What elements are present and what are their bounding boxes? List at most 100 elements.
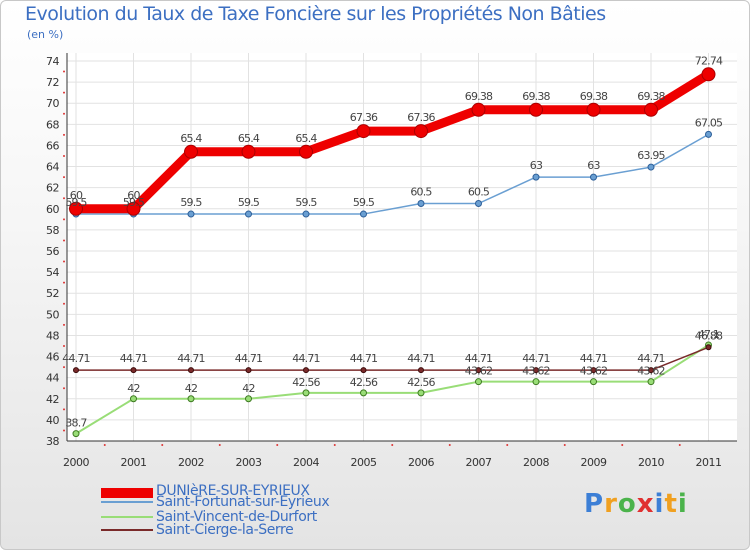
y-minor-tick bbox=[63, 345, 65, 347]
data-label-saint-cierge: 44.71 bbox=[522, 352, 550, 365]
data-point-saint-fortunat bbox=[475, 200, 482, 207]
data-point-saint-vincent bbox=[245, 395, 252, 403]
x-tick-label: 2008 bbox=[523, 456, 549, 469]
data-point-saint-vincent bbox=[302, 389, 310, 397]
legend-label-duniere: DUNIèRE-SUR-EYRIEUX bbox=[156, 483, 310, 499]
data-point-saint-cierge bbox=[303, 367, 309, 374]
data-label-duniere: 65.4 bbox=[238, 132, 260, 145]
data-label-saint-cierge: 44.71 bbox=[177, 352, 205, 365]
data-point-duniere bbox=[701, 67, 716, 82]
data-label-duniere: 69.38 bbox=[637, 90, 665, 103]
data-label-saint-vincent: 42.56 bbox=[292, 376, 320, 389]
x-minor-tick bbox=[276, 444, 279, 446]
data-label-saint-vincent: 42 bbox=[185, 382, 197, 395]
data-label-saint-cierge: 44.71 bbox=[465, 352, 493, 365]
y-tick-label: 62 bbox=[46, 182, 59, 195]
data-point-saint-vincent bbox=[360, 389, 367, 397]
data-label-saint-vincent: 43.62 bbox=[465, 365, 493, 378]
series-line-saint-vincent bbox=[75, 344, 710, 435]
proxiti-logo: Proxiti bbox=[584, 489, 688, 519]
data-label-saint-cierge: 44.71 bbox=[235, 352, 263, 365]
data-label-saint-fortunat: 63 bbox=[587, 159, 600, 172]
data-label-duniere: 69.38 bbox=[465, 90, 493, 103]
y-tick-label: 44 bbox=[46, 372, 59, 385]
data-label-saint-cierge: 44.71 bbox=[580, 352, 608, 365]
y-minor-tick bbox=[63, 197, 65, 200]
x-tick-label: 2003 bbox=[236, 456, 262, 469]
data-label-saint-vincent: 42.56 bbox=[407, 376, 435, 389]
y-minor-tick bbox=[63, 281, 65, 284]
legend-swatch-duniere bbox=[101, 488, 153, 498]
data-label-saint-cierge: 46.88 bbox=[695, 329, 723, 342]
x-minor-tick bbox=[333, 444, 336, 446]
legend-item-saint-vincent: Saint-Vincent-de-Durfort bbox=[101, 509, 361, 527]
data-label-saint-vincent: 42 bbox=[127, 382, 139, 395]
data-label-saint-fortunat: 60.5 bbox=[410, 186, 432, 199]
data-label-saint-cierge: 44.71 bbox=[407, 352, 435, 365]
x-tick-label: 2006 bbox=[408, 456, 434, 469]
data-point-duniere bbox=[184, 144, 198, 159]
data-label-duniere: 60 bbox=[127, 189, 140, 202]
data-point-saint-fortunat bbox=[187, 210, 195, 218]
data-label-saint-fortunat: 59.5 bbox=[123, 196, 145, 209]
axis-layer: 38 40 42 44 46 48 50 52 54 56 58 60 62 64 66 68 70 72 74 20… bbox=[46, 53, 737, 469]
y-tick-label: 58 bbox=[46, 224, 59, 237]
x-tick-label: 2004 bbox=[293, 456, 319, 469]
y-minor-tick bbox=[63, 408, 65, 411]
data-point-duniere bbox=[529, 102, 543, 117]
y-minor-tick bbox=[63, 429, 65, 432]
data-label-saint-cierge: 44.71 bbox=[350, 352, 378, 365]
legend-swatch-saint-fortunat bbox=[101, 501, 153, 503]
data-label-saint-vincent: 43.62 bbox=[522, 365, 550, 378]
x-minor-tick bbox=[161, 444, 164, 446]
data-label-duniere: 72.74 bbox=[695, 54, 723, 67]
data-label-duniere: 65.4 bbox=[295, 132, 317, 145]
data-point-duniere bbox=[356, 124, 371, 139]
data-label-duniere: 69.38 bbox=[522, 90, 550, 103]
legend-label-saint-cierge: Saint-Cierge-la-Serre bbox=[156, 522, 294, 538]
legend: DUNIèRE-SUR-EYRIEUX Saint-Fortunat-sur-E… bbox=[101, 483, 361, 540]
label-layer: 60 60 65.4 65.4 65.4 67.36 67.36 69.38 69.38 69.3… bbox=[62, 54, 724, 430]
data-label-saint-fortunat: 63.95 bbox=[637, 149, 665, 162]
y-tick-label: 60 bbox=[46, 203, 59, 216]
data-point-saint-fortunat bbox=[532, 173, 540, 181]
data-point-saint-cierge bbox=[245, 367, 252, 374]
data-label-saint-vincent: 47.1 bbox=[698, 328, 719, 341]
data-label-saint-vincent: 38.7 bbox=[65, 417, 87, 430]
data-point-saint-cierge bbox=[475, 367, 482, 374]
data-label-duniere: 65.4 bbox=[180, 132, 202, 145]
x-minor-tick bbox=[103, 444, 106, 446]
data-label-saint-fortunat: 59.5 bbox=[180, 196, 202, 209]
legend-item-saint-cierge: Saint-Cierge-la-Serre bbox=[101, 522, 361, 540]
x-tick-label: 2009 bbox=[581, 456, 607, 469]
y-tick-label: 40 bbox=[46, 414, 59, 427]
data-label-saint-vincent: 42 bbox=[242, 382, 254, 395]
chart-title: Evolution du Taux de Taxe Foncière sur l… bbox=[25, 3, 606, 25]
y-minor-tick bbox=[63, 239, 65, 242]
y-tick-label: 74 bbox=[46, 55, 59, 68]
data-label-saint-fortunat: 67.05 bbox=[695, 116, 723, 129]
legend-label-saint-vincent: Saint-Vincent-de-Durfort bbox=[156, 509, 317, 525]
x-tick-label: 2011 bbox=[696, 456, 722, 469]
data-point-duniere bbox=[241, 144, 256, 159]
data-point-saint-fortunat bbox=[647, 163, 655, 171]
data-point-duniere bbox=[126, 201, 141, 216]
y-minor-tick bbox=[63, 112, 65, 115]
y-tick-label: 68 bbox=[46, 118, 59, 131]
x-minor-tick bbox=[621, 444, 624, 446]
series-line-saint-cierge bbox=[76, 346, 709, 371]
y-minor-tick bbox=[63, 260, 65, 263]
legend-item-duniere: DUNIèRE-SUR-EYRIEUX bbox=[101, 483, 361, 501]
data-point-saint-cierge bbox=[73, 367, 79, 374]
y-tick-label: 46 bbox=[46, 351, 59, 364]
legend-item-saint-fortunat: Saint-Fortunat-sur-Eyrieux bbox=[101, 494, 361, 514]
x-tick-label: 2001 bbox=[121, 456, 147, 469]
data-label-saint-cierge: 44.71 bbox=[292, 352, 320, 365]
data-label-duniere: 69.38 bbox=[580, 90, 608, 103]
x-tick-label: 2005 bbox=[351, 456, 377, 469]
data-point-saint-fortunat bbox=[590, 173, 597, 181]
x-minor-tick bbox=[563, 444, 566, 446]
data-label-saint-vincent: 43.62 bbox=[580, 365, 608, 378]
